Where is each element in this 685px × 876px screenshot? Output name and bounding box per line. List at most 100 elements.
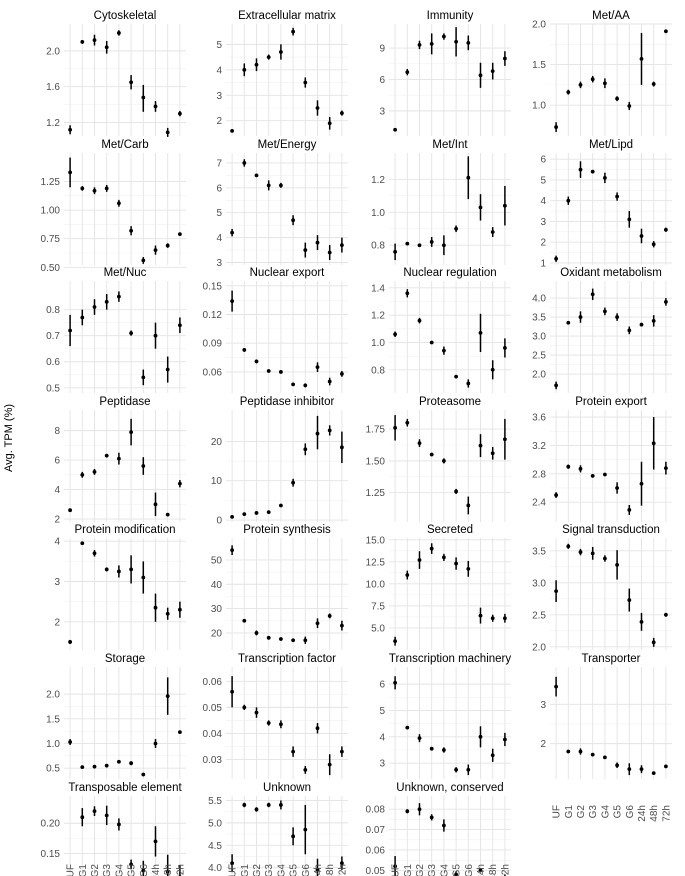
- panel-title: Met/AA: [592, 10, 630, 22]
- x-tick-label: G2: [415, 864, 426, 876]
- data-point: [490, 367, 495, 372]
- panel-background: [64, 153, 186, 265]
- data-point: [80, 315, 85, 320]
- data-point: [603, 556, 607, 561]
- data-point: [165, 512, 170, 517]
- data-point: [651, 640, 656, 645]
- data-point: [590, 551, 595, 556]
- data-point: [80, 186, 85, 191]
- data-point: [230, 230, 235, 235]
- y-tick-label: 10: [211, 476, 223, 487]
- y-tick-label: 4: [540, 196, 546, 207]
- data-point: [327, 762, 332, 767]
- panel-background: [226, 796, 348, 876]
- panel-title: Cytoskeletal: [94, 10, 157, 22]
- data-point: [664, 612, 668, 617]
- data-point: [590, 752, 595, 757]
- data-point: [429, 746, 434, 751]
- data-point: [230, 548, 235, 553]
- y-tick-label: 0.8: [371, 241, 385, 252]
- x-tick-label: 48h: [325, 864, 336, 876]
- data-point: [639, 767, 644, 772]
- panel-title: Transcription machinery: [389, 653, 512, 665]
- data-point: [566, 90, 571, 95]
- y-tick-label: 3.5: [532, 313, 546, 324]
- data-point: [230, 299, 235, 304]
- data-point: [303, 447, 308, 452]
- x-tick-label: UF: [391, 864, 402, 876]
- data-point: [279, 803, 283, 807]
- data-point: [454, 374, 458, 379]
- y-tick-label: 2.0: [532, 642, 546, 653]
- y-tick-label: 1.0: [46, 739, 60, 750]
- data-point: [92, 188, 97, 193]
- y-tick-label: 2: [54, 617, 60, 628]
- data-point: [578, 82, 583, 87]
- y-tick-label: 2.8: [532, 469, 546, 480]
- y-tick-label: 5: [216, 40, 222, 51]
- data-point: [340, 861, 344, 866]
- y-tick-label: 4.5: [208, 841, 222, 852]
- data-point: [429, 546, 434, 551]
- data-point: [266, 635, 271, 640]
- data-point: [254, 710, 259, 715]
- data-point: [429, 340, 434, 345]
- data-point: [153, 839, 158, 844]
- y-tick-label: 1.75: [366, 425, 386, 436]
- data-point: [129, 567, 134, 572]
- y-tick-label: 1.00: [41, 206, 61, 217]
- data-point: [603, 755, 607, 760]
- data-point: [279, 183, 283, 188]
- panel-background: [389, 281, 511, 393]
- data-point: [129, 331, 134, 335]
- data-point: [578, 749, 583, 754]
- data-point: [129, 80, 134, 85]
- y-tick-label: 2.0: [532, 20, 546, 31]
- data-point: [590, 474, 595, 478]
- y-tick-label: 10.0: [366, 579, 386, 590]
- y-tick-label: 6: [379, 75, 385, 86]
- data-point: [615, 194, 619, 199]
- y-tick-label: 0.50: [41, 263, 61, 274]
- y-tick-label: 0.06: [366, 845, 386, 856]
- x-tick-label: G1: [240, 864, 251, 876]
- data-point: [242, 348, 247, 352]
- data-point: [590, 292, 595, 297]
- data-point: [165, 869, 170, 874]
- y-tick-label: 2: [216, 116, 222, 127]
- data-point: [254, 173, 259, 178]
- data-point: [266, 183, 271, 188]
- data-point: [178, 111, 182, 116]
- x-tick-label: 72h: [175, 864, 186, 876]
- data-point: [340, 371, 344, 376]
- y-tick-label: 6: [379, 680, 385, 691]
- data-point: [405, 291, 410, 296]
- data-point: [503, 203, 507, 208]
- data-point: [165, 243, 170, 248]
- data-point: [242, 512, 247, 517]
- x-tick-label: G2: [576, 805, 587, 819]
- data-point: [92, 38, 97, 43]
- panel: Signal transduction 2.0 2.5 3.0 3.5: [532, 524, 672, 653]
- y-tick-label: 40: [211, 580, 223, 591]
- data-point: [153, 741, 158, 746]
- data-point: [279, 637, 283, 641]
- data-point: [279, 370, 283, 374]
- data-point: [454, 872, 458, 876]
- data-point: [104, 186, 109, 191]
- data-point: [315, 240, 320, 245]
- data-point: [615, 562, 619, 567]
- data-point: [340, 445, 344, 450]
- data-point: [141, 464, 146, 468]
- data-point: [627, 598, 632, 602]
- data-point: [393, 249, 397, 254]
- panel-background: [226, 281, 348, 393]
- panel: Met/Lipd 1 2 3 4 5 6: [540, 139, 672, 269]
- data-point: [664, 466, 668, 471]
- data-point: [405, 241, 410, 246]
- y-tick-label: 0.7: [46, 331, 60, 342]
- x-tick-label: 48h: [163, 864, 174, 876]
- data-point: [92, 305, 97, 309]
- data-point: [417, 736, 422, 741]
- data-point: [315, 868, 320, 872]
